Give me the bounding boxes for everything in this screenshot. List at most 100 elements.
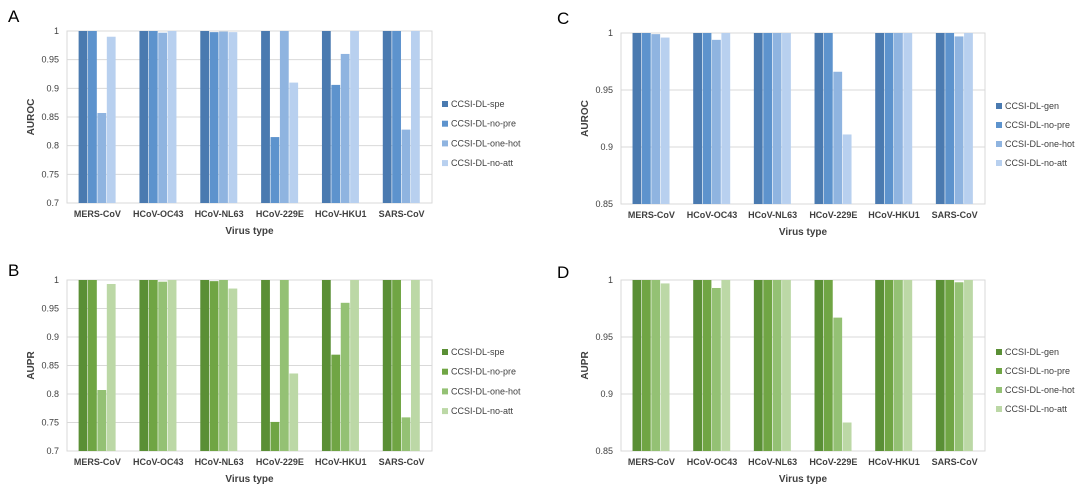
bar-ccsi-dl-no-pre-hcov-oc43 <box>148 31 158 203</box>
bar-ccsi-dl-spe-sars-cov <box>382 280 392 451</box>
legend-label-ccsi-dl-no-pre: CCSI-DL-no-pre <box>451 367 516 377</box>
y-tick-label: 0.95 <box>41 304 59 314</box>
legend-swatch-ccsi-dl-no-pre <box>442 120 448 127</box>
legend-label-ccsi-dl-one-hot: CCSI-DL-one-hot <box>1005 385 1075 395</box>
x-tick-label: SARS-CoV <box>379 457 425 467</box>
x-axis-title: Virus type <box>225 474 274 485</box>
legend-label-ccsi-dl-no-pre: CCSI-DL-no-pre <box>1005 366 1070 376</box>
x-axis-title: Virus type <box>779 227 828 238</box>
bar-ccsi-dl-no-att-mers-cov <box>660 283 670 451</box>
bar-ccsi-dl-no-pre-hcov-229e <box>270 137 280 203</box>
y-tick-label: 0.9 <box>600 389 613 399</box>
bar-ccsi-dl-one-hot-sars-cov <box>401 417 411 451</box>
x-tick-label: HCoV-HKU1 <box>868 457 920 467</box>
bar-ccsi-dl-one-hot-sars-cov <box>401 129 411 203</box>
bar-ccsi-dl-one-hot-mers-cov <box>97 390 107 451</box>
bar-ccsi-dl-one-hot-hcov-229e <box>833 317 843 451</box>
bar-ccsi-dl-spe-hcov-229e <box>261 31 270 203</box>
legend-label-ccsi-dl-gen: CCSI-DL-gen <box>1005 101 1059 111</box>
legend-swatch-ccsi-dl-no-att <box>996 160 1002 166</box>
bar-ccsi-dl-no-pre-mers-cov <box>88 31 97 203</box>
y-tick-label: 0.75 <box>41 169 59 179</box>
x-tick-label: HCoV-HKU1 <box>315 209 367 219</box>
bar-ccsi-dl-gen-hcov-229e <box>814 33 824 204</box>
bar-ccsi-dl-one-hot-sars-cov <box>954 36 964 204</box>
x-tick-label: HCoV-OC43 <box>133 457 184 467</box>
y-tick-label: 0.85 <box>595 446 613 456</box>
bar-ccsi-dl-no-att-hcov-hku1 <box>350 280 359 451</box>
bar-ccsi-dl-spe-mers-cov <box>78 280 88 451</box>
x-axis-title: Virus type <box>225 226 274 237</box>
bar-ccsi-dl-no-pre-hcov-nl63 <box>763 280 773 451</box>
y-tick-label: 1 <box>54 26 59 36</box>
bar-ccsi-dl-one-hot-mers-cov <box>651 34 661 204</box>
bar-ccsi-dl-no-att-hcov-nl63 <box>782 280 791 451</box>
x-tick-label: HCoV-NL63 <box>195 209 244 219</box>
bar-ccsi-dl-no-att-mers-cov <box>106 36 116 203</box>
bar-ccsi-dl-no-pre-hcov-hku1 <box>884 280 894 451</box>
legend-swatch-ccsi-dl-no-pre <box>442 368 448 375</box>
bar-ccsi-dl-spe-hcov-hku1 <box>321 31 331 203</box>
y-tick-label: 0.9 <box>46 83 59 93</box>
x-tick-label: HCoV-HKU1 <box>315 457 367 467</box>
y-tick-label: 0.95 <box>595 85 613 95</box>
legend-swatch-ccsi-dl-no-att <box>442 160 448 167</box>
bar-ccsi-dl-gen-mers-cov <box>632 280 642 451</box>
bar-ccsi-dl-one-hot-hcov-229e <box>833 71 843 204</box>
legend-swatch-ccsi-dl-one-hot <box>442 388 448 395</box>
bar-ccsi-dl-no-att-sars-cov <box>410 280 420 451</box>
x-tick-label: HCoV-OC43 <box>133 209 184 219</box>
bar-ccsi-dl-spe-hcov-oc43 <box>139 31 149 203</box>
legend-swatch-ccsi-dl-spe <box>442 349 448 355</box>
x-tick-label: SARS-CoV <box>932 457 978 467</box>
bar-ccsi-dl-no-pre-hcov-oc43 <box>702 33 712 204</box>
bar-ccsi-dl-no-pre-hcov-nl63 <box>209 32 219 203</box>
bar-ccsi-dl-no-att-hcov-hku1 <box>350 31 359 203</box>
legend-swatch-ccsi-dl-gen <box>996 103 1002 109</box>
bar-ccsi-dl-gen-hcov-nl63 <box>753 280 763 451</box>
bar-ccsi-dl-spe-hcov-229e <box>261 280 270 451</box>
bar-ccsi-dl-no-pre-sars-cov <box>392 280 401 451</box>
y-tick-label: 0.95 <box>41 55 59 65</box>
panel-letter: C <box>557 9 569 28</box>
y-tick-label: 0.85 <box>41 361 59 371</box>
legend-label-ccsi-dl-no-att: CCSI-DL-no-att <box>1005 158 1068 168</box>
y-tick-label: 0.85 <box>595 199 613 209</box>
y-axis-title: AUPR <box>580 351 591 380</box>
panel-letter: A <box>8 7 20 26</box>
x-tick-label: HCoV-OC43 <box>687 457 738 467</box>
bar-ccsi-dl-gen-hcov-nl63 <box>753 33 763 204</box>
bar-ccsi-dl-gen-hcov-hku1 <box>875 33 884 204</box>
legend-swatch-ccsi-dl-no-att <box>996 406 1002 412</box>
x-tick-label: HCoV-229E <box>809 457 857 467</box>
bar-ccsi-dl-one-hot-hcov-nl63 <box>219 31 228 203</box>
legend-swatch-ccsi-dl-gen <box>996 349 1002 355</box>
bar-ccsi-dl-one-hot-hcov-oc43 <box>158 281 168 451</box>
bar-ccsi-dl-no-att-hcov-229e <box>842 422 852 451</box>
bar-ccsi-dl-no-att-hcov-hku1 <box>903 33 913 204</box>
bar-ccsi-dl-gen-hcov-hku1 <box>875 280 884 451</box>
bar-ccsi-dl-no-pre-sars-cov <box>945 280 955 451</box>
bar-ccsi-dl-no-att-hcov-nl63 <box>228 288 238 451</box>
y-tick-label: 0.75 <box>41 418 59 428</box>
bar-ccsi-dl-no-att-sars-cov <box>964 280 973 451</box>
y-tick-label: 1 <box>54 275 59 285</box>
bar-ccsi-dl-spe-hcov-oc43 <box>139 280 149 451</box>
y-axis-title: AUROC <box>580 100 591 137</box>
legend-label-ccsi-dl-no-pre: CCSI-DL-no-pre <box>451 119 516 129</box>
x-tick-label: SARS-CoV <box>932 210 978 220</box>
bar-ccsi-dl-no-pre-hcov-oc43 <box>702 280 712 451</box>
x-tick-label: HCoV-OC43 <box>687 210 738 220</box>
legend-label-ccsi-dl-no-att: CCSI-DL-no-att <box>1005 404 1068 414</box>
x-tick-label: MERS-CoV <box>74 209 121 219</box>
x-tick-label: MERS-CoV <box>628 457 675 467</box>
bar-ccsi-dl-no-att-sars-cov <box>964 33 973 204</box>
bar-ccsi-dl-no-pre-hcov-oc43 <box>148 280 158 451</box>
legend-label-ccsi-dl-one-hot: CCSI-DL-one-hot <box>1005 139 1075 149</box>
bar-ccsi-dl-gen-sars-cov <box>935 33 945 204</box>
bar-ccsi-dl-no-att-hcov-oc43 <box>721 280 731 451</box>
legend-label-ccsi-dl-no-att: CCSI-DL-no-att <box>451 158 514 168</box>
